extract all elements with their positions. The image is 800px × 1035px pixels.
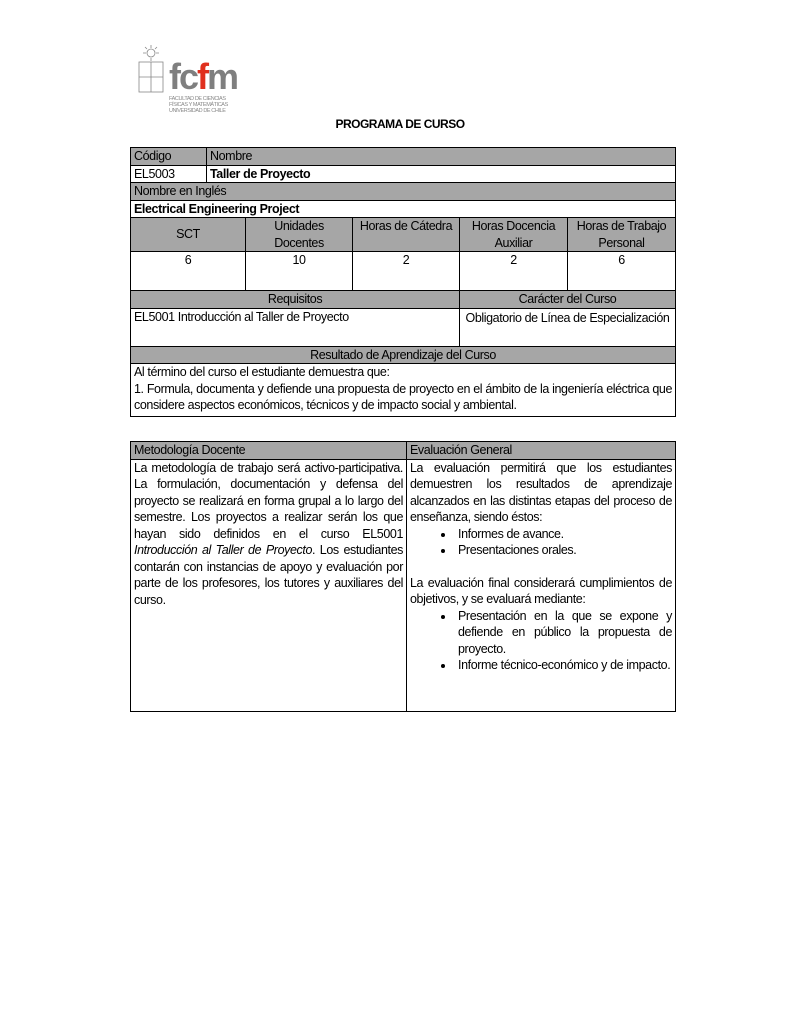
resultado-label: Resultado de Aprendizaje del Curso (130, 345, 676, 364)
sct-header: SCT (130, 217, 246, 252)
horas-catedra-value: 2 (352, 251, 460, 291)
methodology-table: Metodología Docente Evaluación General La… (130, 441, 676, 712)
svg-text:FACULTAD DE CIENCIAS: FACULTAD DE CIENCIAS (169, 96, 226, 102)
metodologia-text: La metodología de trabajo será activo-pa… (134, 460, 403, 541)
evaluacion-item: Presentaciones orales. (455, 542, 672, 559)
resultado-content: Al término del curso el estudiante demue… (130, 363, 676, 417)
evaluacion-list: Informes de avance. Presentaciones orale… (410, 526, 672, 559)
evaluacion-item: Informes de avance. (455, 526, 672, 543)
fcfm-logo: fcfm FACULTAD DE CIENCIAS FÍSICAS Y MATE… (138, 45, 239, 114)
requisitos-label: Requisitos (130, 290, 460, 309)
horas-catedra-header: Horas de Cátedra (352, 217, 460, 252)
unidades-value: 10 (245, 251, 353, 291)
resultado-intro: Al término del curso el estudiante demue… (134, 365, 390, 379)
evaluacion-final-list: Presentación en la que se expone y defie… (410, 608, 672, 674)
page-title: PROGRAMA DE CURSO (335, 117, 465, 131)
nombre-ingles-label: Nombre en Inglés (130, 182, 676, 201)
metodologia-course-ref: Introducción al Taller de Proyecto (134, 543, 313, 557)
evaluacion-final: La evaluación final considerará cumplimi… (410, 575, 672, 607)
svg-text:UNIVERSIDAD DE CHILE: UNIVERSIDAD DE CHILE (169, 108, 226, 114)
horas-auxiliar-header: Horas Docencia Auxiliar (459, 217, 568, 252)
svg-text:fcfm: fcfm (169, 56, 237, 97)
evaluacion-content: La evaluación permitirá que los estudian… (406, 458, 676, 712)
resultado-item: 1. Formula, documenta y defiende una pro… (134, 381, 672, 413)
codigo-label: Código (130, 147, 207, 166)
requisitos-value: EL5001 Introducción al Taller de Proyect… (130, 307, 460, 347)
metodologia-content: La metodología de trabajo será activo-pa… (130, 458, 407, 712)
svg-text:FÍSICAS Y MATEMÁTICAS: FÍSICAS Y MATEMÁTICAS (169, 101, 229, 108)
horas-auxiliar-value: 2 (459, 251, 568, 291)
evaluacion-intro: La evaluación permitirá que los estudian… (410, 460, 672, 525)
nombre-ingles-value: Electrical Engineering Project (130, 199, 676, 218)
caracter-label: Carácter del Curso (459, 290, 676, 309)
unidades-header: Unidades Docentes (245, 217, 353, 252)
sct-value: 6 (130, 251, 246, 291)
horas-personal-header: Horas de Trabajo Personal (567, 217, 676, 252)
nombre-label: Nombre (206, 147, 676, 166)
metodologia-label: Metodología Docente (130, 441, 407, 460)
evaluacion-final-item: Presentación en la que se expone y defie… (455, 608, 672, 658)
horas-personal-value: 6 (567, 251, 676, 291)
course-info-table: Código Nombre EL5003 Taller de Proyecto No… (130, 147, 676, 417)
caracter-value: Obligatorio de Línea de Especialización (459, 307, 676, 347)
evaluacion-label: Evaluación General (406, 441, 676, 460)
codigo-value: EL5003 (130, 164, 207, 183)
nombre-value: Taller de Proyecto (206, 164, 676, 183)
evaluacion-final-item: Informe técnico-económico y de impacto. (455, 657, 672, 674)
metodologia-text-end: . Los estudiantes contarán con instancia… (134, 543, 403, 607)
